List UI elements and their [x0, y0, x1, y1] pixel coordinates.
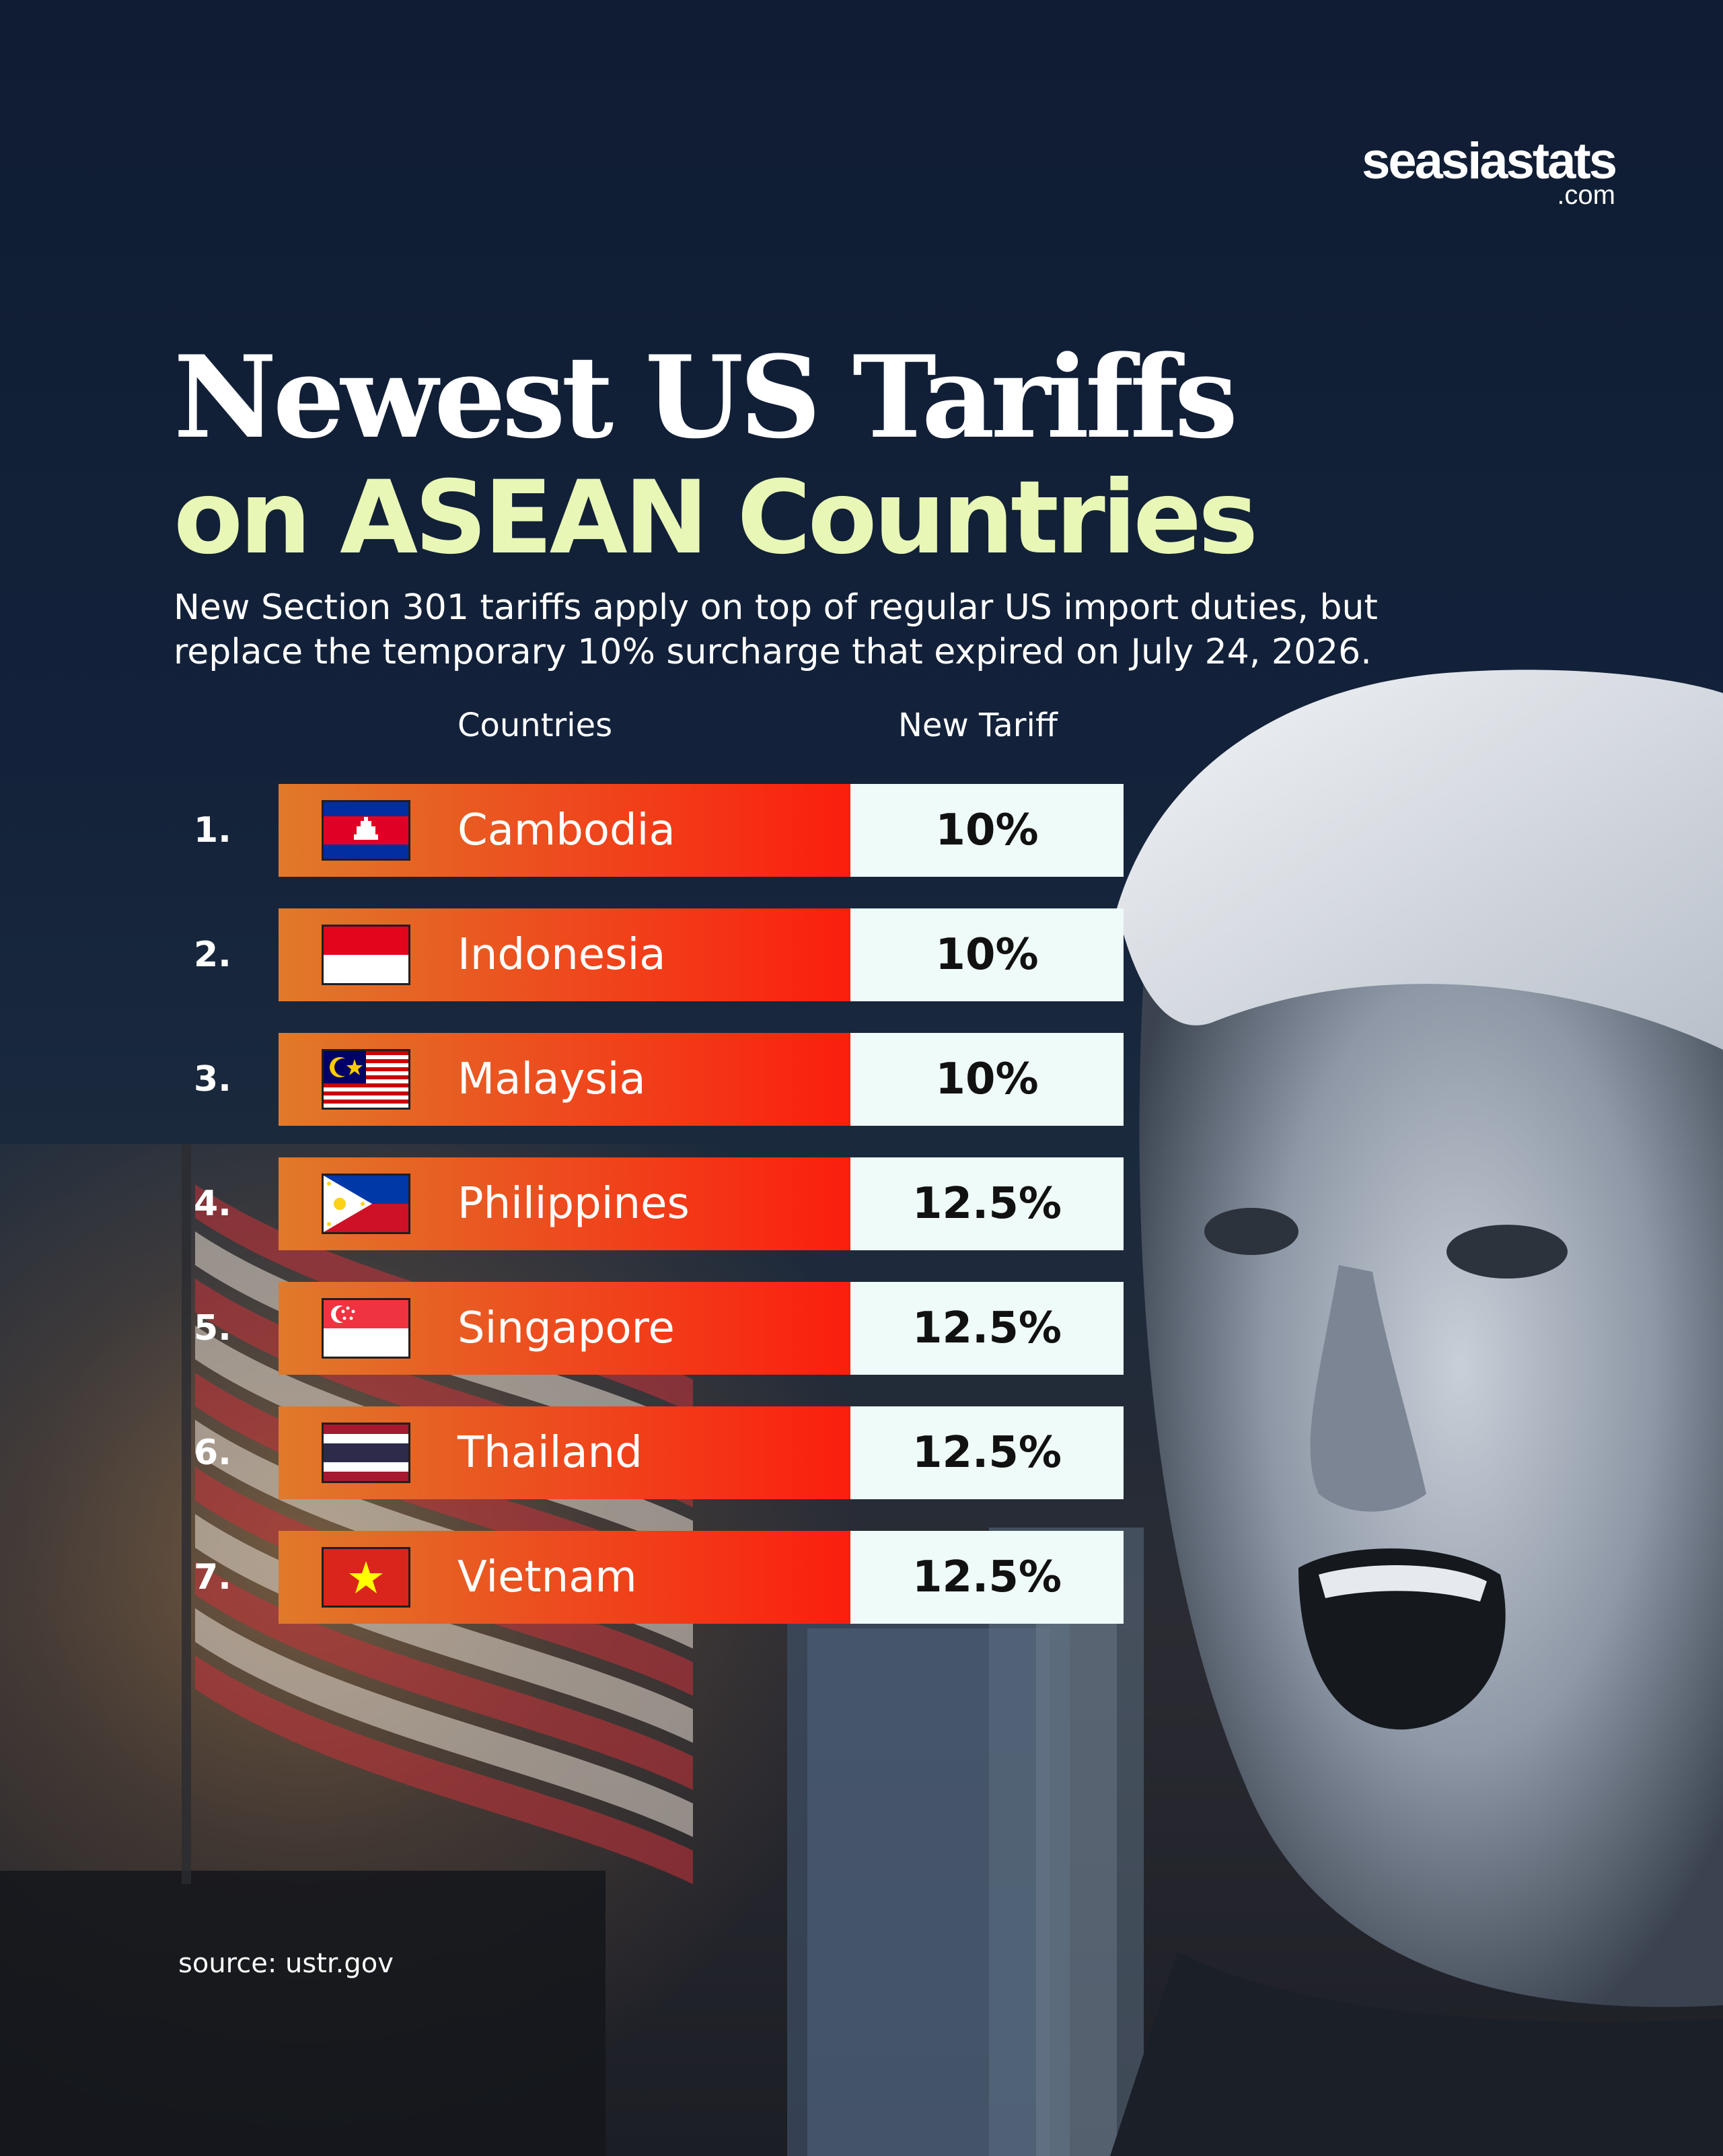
cambodia-flag-icon	[322, 800, 410, 861]
source-note: source: ustr.gov	[178, 1948, 394, 1979]
tariff-value: 12.5%	[850, 1406, 1124, 1499]
table-row: 4. Philippines 12.5%	[0, 1157, 1144, 1250]
brand-tld: .com	[1557, 180, 1615, 210]
row-rank: 3.	[194, 1059, 231, 1100]
tariff-value: 10%	[850, 784, 1124, 877]
country-name: Philippines	[457, 1179, 690, 1229]
row-rank: 1.	[194, 810, 231, 851]
page-subtitle: New Section 301 tariffs apply on top of …	[174, 587, 1378, 672]
vietnam-flag-icon	[322, 1547, 410, 1608]
row-rank: 4.	[194, 1184, 231, 1224]
table-row: 3. Malaysia 10%	[0, 1033, 1144, 1126]
country-name: Singapore	[457, 1303, 675, 1353]
page-title-highlight: on ASEAN Countries	[174, 460, 1258, 577]
row-rank: 2.	[194, 935, 231, 975]
tariff-value: 10%	[850, 908, 1124, 1001]
column-header-countries: Countries	[457, 707, 613, 744]
country-name: Thailand	[457, 1428, 643, 1478]
singapore-flag-icon	[322, 1298, 410, 1359]
table-row: 7. Vietnam 12.5%	[0, 1531, 1144, 1624]
indonesia-flag-icon	[322, 925, 410, 985]
country-name: Cambodia	[457, 805, 675, 855]
row-rank: 6.	[194, 1433, 231, 1473]
row-rank: 5.	[194, 1308, 231, 1349]
tariff-value: 10%	[850, 1033, 1124, 1126]
table-row: 5. Singapore 12.5%	[0, 1282, 1144, 1375]
brand-logo: seasiastats .com	[1362, 133, 1617, 210]
page-title: Newest US Tariffs	[174, 330, 1238, 464]
country-name: Vietnam	[457, 1552, 637, 1602]
philippines-flag-icon	[322, 1174, 410, 1234]
row-rank: 7.	[194, 1557, 231, 1597]
country-name: Malaysia	[457, 1054, 646, 1104]
tariff-value: 12.5%	[850, 1157, 1124, 1250]
table-row: 1. Cambodia 10%	[0, 784, 1144, 877]
tariff-value: 12.5%	[850, 1282, 1124, 1375]
malaysia-flag-icon	[322, 1049, 410, 1110]
brand-name: seasiastats	[1362, 133, 1617, 190]
thailand-flag-icon	[322, 1423, 410, 1483]
country-name: Indonesia	[457, 930, 666, 980]
table-row: 2. Indonesia 10%	[0, 908, 1144, 1001]
column-header-tariff: New Tariff	[898, 707, 1058, 744]
tariff-value: 12.5%	[850, 1531, 1124, 1624]
table-row: 6. Thailand 12.5%	[0, 1406, 1144, 1499]
